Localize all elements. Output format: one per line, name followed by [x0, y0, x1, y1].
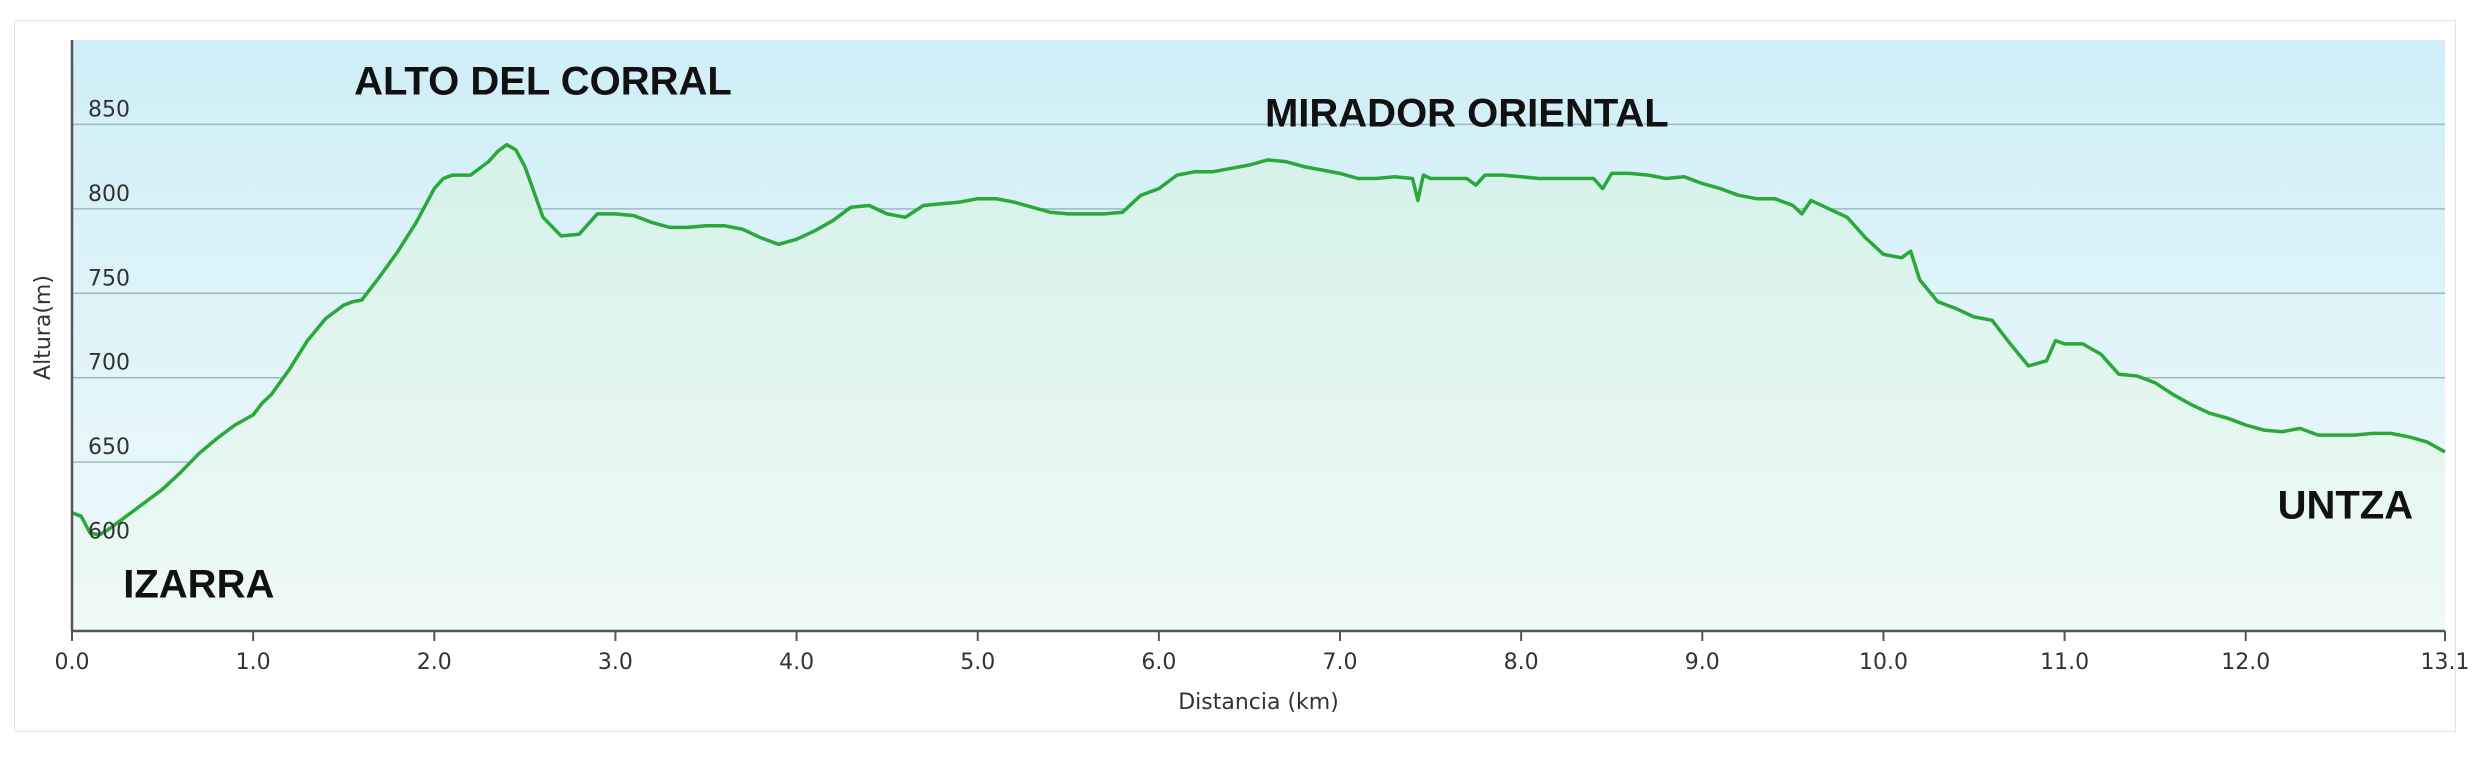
x-tick-label: 11.0 [2040, 650, 2089, 675]
elevation-area [72, 144, 2445, 631]
y-tick-label: 650 [88, 435, 130, 460]
x-tick-label: 3.0 [598, 650, 633, 675]
x-tick-label: 7.0 [1323, 650, 1358, 675]
y-tick-label: 850 [88, 97, 130, 122]
y-tick-label: 750 [88, 266, 130, 291]
x-tick-label: 8.0 [1504, 650, 1539, 675]
place-label: ALTO DEL CORRAL [354, 60, 732, 104]
x-tick-label: 4.0 [779, 650, 814, 675]
y-axis-label: Altura(m) [31, 275, 56, 380]
x-tick-label: 6.0 [1141, 650, 1176, 675]
x-tick-labels: 0.0 1.0 2.0 3.0 4.0 5.0 6.0 7.0 8.0 9.0 10.0 11.0 12… [55, 650, 2470, 675]
x-tick-label: 13.1 [2421, 650, 2470, 675]
y-tick-label: 700 [88, 351, 130, 376]
place-label: IZARRA [123, 563, 274, 607]
x-axis-label: Distancia (km) [1178, 690, 1339, 715]
y-tick-label: 800 [88, 182, 130, 207]
x-tick-label: 2.0 [417, 650, 452, 675]
axes [70, 40, 2446, 641]
x-tick-label: 12.0 [2221, 650, 2270, 675]
place-label: MIRADOR ORIENTAL [1265, 92, 1669, 136]
elevation-line [71, 142, 2446, 537]
x-tick-label: 10.0 [1859, 650, 1908, 675]
x-tick-label: 9.0 [1685, 650, 1720, 675]
place-label: UNTZA [2278, 483, 2414, 527]
y-tick-label: 600 [88, 520, 130, 545]
place-annotations: ALTO DEL CORRAL MIRADOR ORIENTAL IZARRA UNT… [123, 60, 2413, 607]
x-tick-label: 1.0 [236, 650, 271, 675]
x-tick-label: 5.0 [960, 650, 995, 675]
y-tick-labels: 600 650 700 750 800 850 [88, 97, 130, 544]
x-tick-label: 0.0 [55, 650, 90, 675]
